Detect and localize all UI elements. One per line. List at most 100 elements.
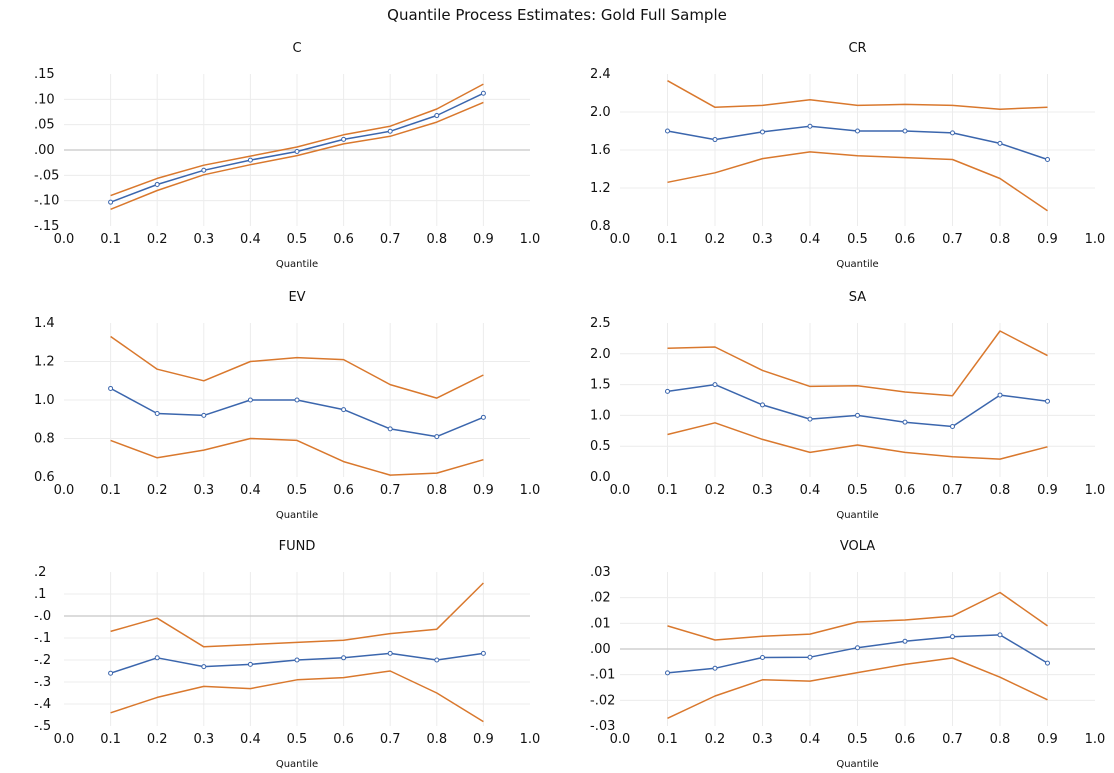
lower-band-line — [667, 657, 1048, 719]
x-tick-label: 0.0 — [54, 732, 75, 747]
estimate-point — [902, 419, 908, 425]
y-tick-label: -.5 — [34, 719, 51, 734]
y-tick-label: -.15 — [34, 219, 59, 234]
x-tick-label: 0.7 — [380, 483, 401, 498]
estimate-point — [665, 670, 670, 676]
x-tick-label: 0.1 — [100, 732, 121, 747]
estimate-point — [387, 128, 393, 134]
y-tick-label: -.2 — [34, 653, 51, 668]
x-tick-label: 0.6 — [895, 232, 916, 247]
estimate-point — [665, 128, 670, 134]
y-tick-label: .00 — [34, 143, 55, 158]
x-tick-label: 0.3 — [193, 232, 214, 247]
x-tick-label: 0.0 — [610, 483, 631, 498]
x-tick-label: 0.1 — [657, 232, 678, 247]
y-tick-label: 1.0 — [34, 393, 55, 408]
x-tick-label: 0.5 — [847, 483, 868, 498]
y-tick-label: 2.5 — [590, 316, 611, 331]
estimate-point — [760, 402, 765, 408]
panel-vola: VOLA 0.0 0.1 0.2 0.3 0.4 0.5 0.6 0.7 0.8 0.9 1.0 .03… — [590, 539, 1105, 770]
x-tick-label: 1.0 — [520, 732, 541, 747]
x-tick-label: 0.9 — [1037, 232, 1058, 247]
x-tick-label: 0.0 — [610, 232, 631, 247]
estimate-point — [950, 130, 955, 136]
x-tick-label: 0.3 — [193, 483, 214, 498]
y-tick-label: 1.2 — [34, 355, 55, 370]
x-tick-label: 0.8 — [990, 732, 1011, 747]
y-tick-label: .1 — [34, 587, 46, 602]
panel-fund: FUND 0.0 0.1 0.2 0.3 0.4 0.5 0.6 0.7 0.8 0.9 1.0 .2.… — [34, 539, 540, 770]
lower-band-line — [667, 422, 1048, 460]
x-tick-label: 0.1 — [657, 732, 678, 747]
estimate-point — [902, 638, 908, 644]
estimate-point — [1045, 660, 1050, 666]
estimate-point — [341, 655, 347, 661]
y-tick-label: 1.2 — [590, 181, 611, 196]
estimate-point — [1045, 398, 1050, 404]
estimate-point — [434, 434, 440, 440]
x-axis-label: Quantile — [276, 259, 318, 270]
y-tick-label: 0.8 — [590, 219, 611, 234]
x-tick-label: 0.4 — [240, 232, 261, 247]
estimate-point — [712, 382, 718, 388]
y-tick-label: .2 — [34, 565, 46, 580]
estimate-point — [201, 167, 207, 173]
lower-band-line — [110, 437, 484, 476]
estimate-point — [480, 414, 486, 420]
figure-title: Quantile Process Estimates: Gold Full Sa… — [387, 6, 727, 24]
estimate-point — [108, 670, 114, 676]
estimate-point — [807, 123, 813, 129]
x-tick-label: 0.2 — [705, 483, 726, 498]
x-tick-label: 0.8 — [426, 232, 447, 247]
y-tick-label: .01 — [590, 616, 611, 631]
y-tick-label: 0.0 — [590, 470, 611, 485]
x-tick-label: 0.7 — [942, 483, 963, 498]
x-tick-label: 0.8 — [426, 483, 447, 498]
estimate-point — [997, 632, 1003, 638]
estimate-point — [760, 654, 765, 660]
y-tick-label: 2.0 — [590, 105, 611, 120]
x-axis-label: Quantile — [836, 259, 878, 270]
panel-title-fund: FUND — [279, 539, 316, 554]
x-tick-label: 0.5 — [287, 483, 308, 498]
y-tick-label: 1.5 — [590, 378, 611, 393]
panel-title-sa: SA — [849, 290, 866, 305]
x-tick-label: 1.0 — [1085, 232, 1106, 247]
estimate-point — [294, 657, 300, 663]
estimate-point — [997, 392, 1003, 398]
x-tick-label: 0.3 — [752, 732, 773, 747]
upper-band-line — [110, 335, 484, 399]
estimate-point — [480, 650, 486, 656]
estimate-point — [154, 655, 160, 661]
x-tick-label: 0.8 — [990, 232, 1011, 247]
y-tick-label: .10 — [34, 92, 55, 107]
x-axis-label: Quantile — [276, 510, 318, 521]
x-tick-label: 0.7 — [380, 732, 401, 747]
y-tick-label: 1.4 — [34, 316, 55, 331]
y-tick-label: -.4 — [34, 697, 51, 712]
x-tick-label: 0.8 — [990, 483, 1011, 498]
x-tick-label: 0.6 — [333, 732, 354, 747]
y-tick-label: -.1 — [34, 631, 51, 646]
estimate-point — [434, 113, 440, 119]
x-tick-label: 0.9 — [473, 732, 494, 747]
y-tick-label: -.01 — [590, 668, 615, 683]
estimate-point — [807, 654, 813, 660]
x-tick-label: 0.7 — [942, 732, 963, 747]
y-tick-label: 0.8 — [34, 432, 55, 447]
y-tick-label: 0.6 — [34, 470, 55, 485]
panel-title-c: C — [292, 41, 301, 56]
x-tick-label: 0.4 — [800, 483, 821, 498]
x-tick-label: 0.3 — [752, 483, 773, 498]
y-tick-label: -.05 — [34, 168, 59, 183]
x-tick-label: 1.0 — [1085, 732, 1106, 747]
estimate-point — [108, 385, 114, 391]
y-tick-label: -.02 — [590, 693, 615, 708]
x-tick-label: 0.2 — [147, 732, 168, 747]
x-tick-label: 0.0 — [54, 483, 75, 498]
x-tick-label: 0.1 — [100, 483, 121, 498]
upper-band-line — [667, 80, 1048, 110]
y-tick-label: .02 — [590, 591, 611, 606]
x-tick-label: 0.0 — [54, 232, 75, 247]
x-tick-label: 1.0 — [1085, 483, 1106, 498]
